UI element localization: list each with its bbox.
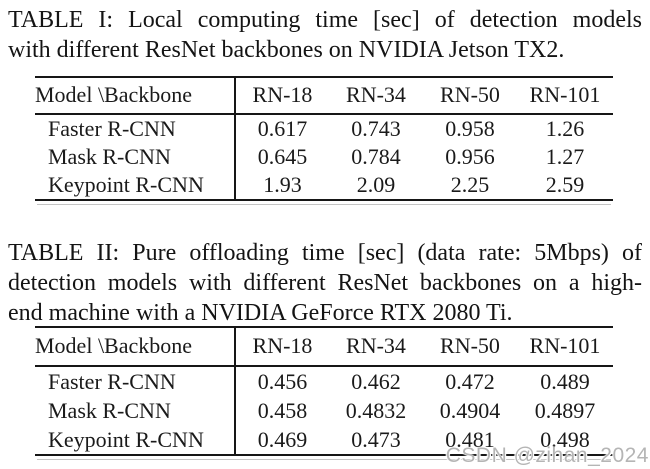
table2-row2-rn18: 0.458 — [257, 398, 308, 423]
table1-header-rn50: RN-50 — [423, 77, 517, 115]
table2-row3-rn18: 0.469 — [257, 427, 308, 452]
table-row: Keypoint R-CNN 1.93 2.09 2.25 2.59 — [35, 171, 613, 200]
table1-row3-rn18: 1.93 — [263, 172, 302, 197]
table2-header-rn50: RN-50 — [423, 327, 517, 367]
table1-row3-rn50: 2.25 — [450, 172, 490, 197]
table1-row3-model: Keypoint R-CNN — [35, 171, 236, 200]
table1-row3-rn101: 2.59 — [545, 172, 585, 197]
table2-row3-model: Keypoint R-CNN — [35, 425, 236, 455]
table2-row3-rn34: 0.473 — [351, 427, 401, 452]
table1-row2-rn34: 0.784 — [351, 144, 401, 169]
table1-caption-line-1: TABLE I: Local computing time [sec] of d… — [8, 7, 642, 33]
table1-row1-rn18: 0.617 — [257, 116, 308, 141]
table2-row2-rn50: 0.4904 — [439, 398, 501, 423]
table1-row1-model: Faster R-CNN — [35, 114, 236, 143]
table2-row2-model: Mask R-CNN — [35, 396, 236, 425]
table1-caption: TABLE I: Local computing time [sec] of d… — [8, 5, 642, 65]
table2-row2-rn101: 0.4897 — [534, 398, 596, 423]
table1-header-row: Model \Backbone RN-18 RN-34 RN-50 RN-101 — [35, 77, 613, 115]
table-row: Faster R-CNN 0.617 0.743 0.958 1.26 — [35, 114, 613, 143]
table1-row2-model: Mask R-CNN — [35, 143, 236, 171]
table2-caption-line-1: TABLE II: Pure offloading time [sec] (da… — [8, 240, 642, 266]
table-row: Faster R-CNN 0.456 0.462 0.472 0.489 — [35, 366, 613, 396]
table2-row1-rn50: 0.472 — [445, 369, 495, 394]
table1-row2-rn101: 1.27 — [545, 144, 585, 169]
table1-local-computing-time: Model \Backbone RN-18 RN-34 RN-50 RN-101… — [35, 76, 613, 201]
table1-header-rn101: RN-101 — [517, 77, 613, 115]
table1-row2-rn18: 0.645 — [257, 144, 308, 169]
table1-header-rn34: RN-34 — [329, 77, 423, 115]
table2-header-rn34: RN-34 — [329, 327, 423, 367]
table2-row3-rn50: 0.481 — [445, 427, 495, 452]
table1-header-rn18: RN-18 — [235, 77, 329, 115]
table2-caption: TABLE II: Pure offloading time [sec] (da… — [8, 238, 642, 328]
table2-row2-rn34: 0.4832 — [345, 398, 407, 423]
table2-header-rn101: RN-101 — [517, 327, 613, 367]
table-row: Mask R-CNN 0.458 0.4832 0.4904 0.4897 — [35, 396, 613, 425]
table2-header-rn18: RN-18 — [235, 327, 329, 367]
table1-row3-rn34: 2.09 — [356, 172, 396, 197]
table1-row1-rn101: 1.26 — [545, 116, 585, 141]
table2-row3-rn101: 0.498 — [540, 427, 590, 452]
table2-row1-rn34: 0.462 — [351, 369, 401, 394]
table2-caption-line-2: detection models with different ResNet b… — [8, 270, 642, 296]
table2-pure-offloading-time: Model \Backbone RN-18 RN-34 RN-50 RN-101… — [35, 326, 613, 456]
table1-row1-rn34: 0.743 — [351, 116, 401, 141]
table2-caption-line-3: end machine with a NVIDIA GeForce RTX 20… — [8, 300, 513, 326]
table1-row2-rn50: 0.956 — [445, 144, 495, 169]
table2-row1-model: Faster R-CNN — [35, 366, 236, 396]
table2-row1-rn101: 0.489 — [540, 369, 590, 394]
table2-header-model-backbone: Model \Backbone — [35, 327, 236, 367]
table1-header-model-backbone: Model \Backbone — [35, 77, 236, 115]
table2-row1-rn18: 0.456 — [257, 369, 308, 394]
table2-header-row: Model \Backbone RN-18 RN-34 RN-50 RN-101 — [35, 327, 613, 367]
table1-row1-rn50: 0.958 — [445, 116, 495, 141]
table-row: Keypoint R-CNN 0.469 0.473 0.481 0.498 — [35, 425, 613, 455]
table-row: Mask R-CNN 0.645 0.784 0.956 1.27 — [35, 143, 613, 171]
csdn-watermark: CSDN @zihan_2024 — [445, 444, 649, 467]
table1-caption-line-2: with different ResNet backbones on NVIDI… — [8, 37, 565, 63]
